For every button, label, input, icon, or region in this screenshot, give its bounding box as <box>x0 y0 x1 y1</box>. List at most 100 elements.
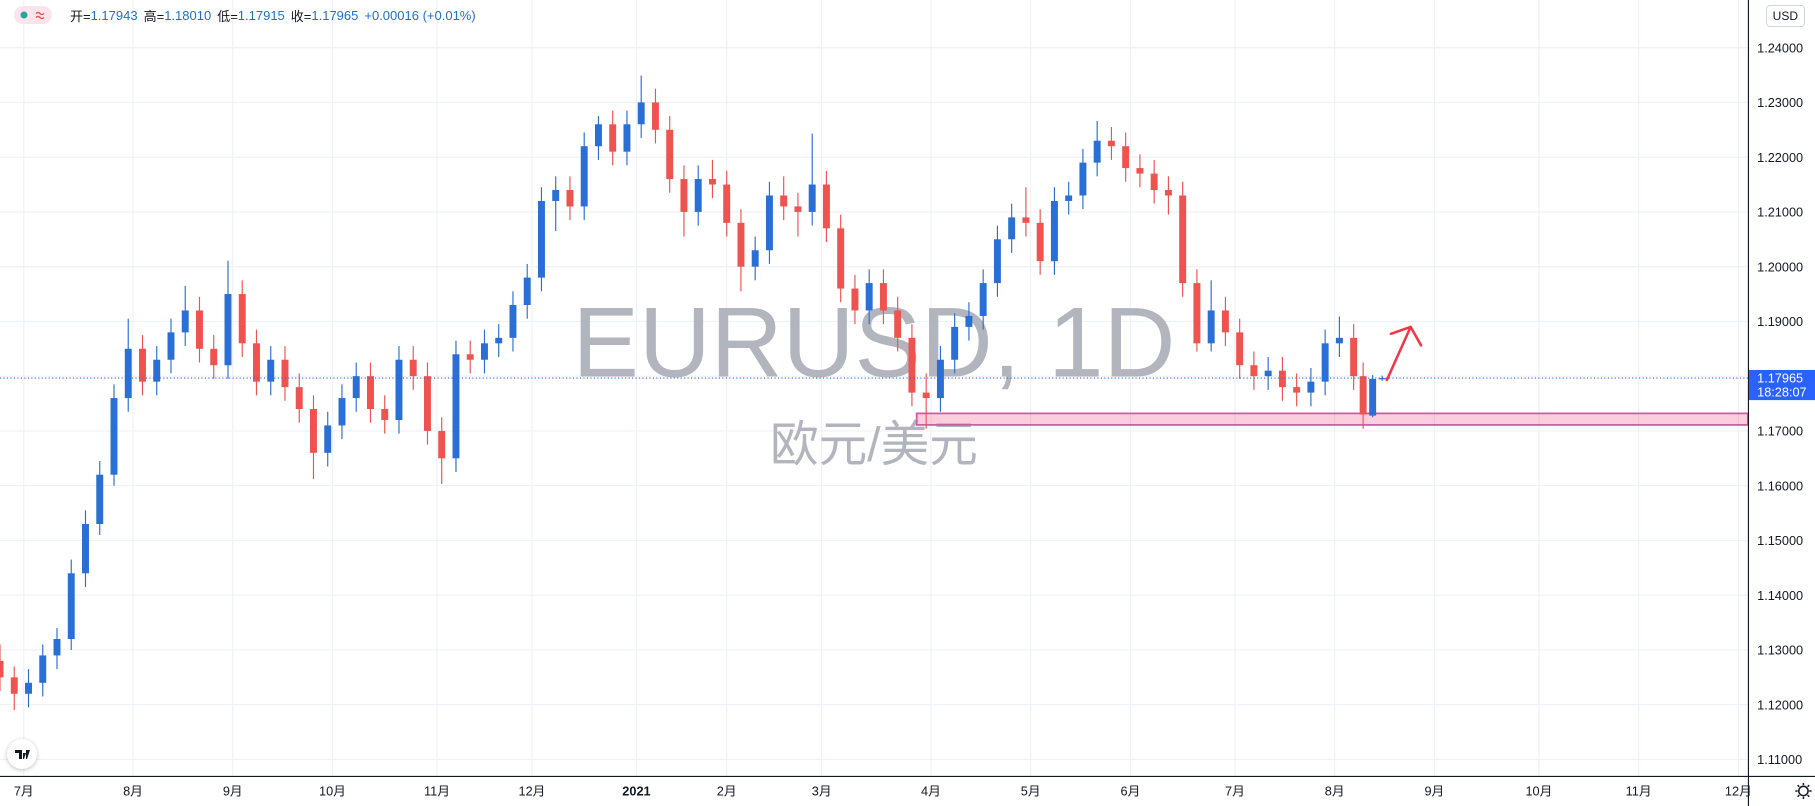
candle-body <box>1150 173 1158 191</box>
status-wave <box>35 11 45 20</box>
x-tick-label: 11月 <box>424 784 450 799</box>
gear[interactable] <box>1798 785 1809 797</box>
candle-body <box>865 283 873 311</box>
x-tick-label: 4月 <box>921 784 941 799</box>
y-tick-label: 1.20000 <box>1757 259 1803 274</box>
currency-button[interactable]: USD <box>1765 5 1805 27</box>
candle-body <box>1050 200 1058 262</box>
watermark-title: EURUSD, 1D <box>573 287 1176 398</box>
candle-body <box>1307 381 1315 393</box>
candle-body <box>1079 162 1087 196</box>
candle-body <box>196 310 203 349</box>
last-price-label: 1.17965 <box>1757 371 1803 386</box>
x-tick-label: 2021 <box>622 784 650 799</box>
y-tick-label: 1.16000 <box>1757 478 1803 493</box>
settings-icon[interactable] <box>1795 782 1812 800</box>
candle-body <box>1008 217 1016 240</box>
candle-body <box>1221 310 1229 333</box>
x-tick-label: 9月 <box>1424 784 1444 799</box>
x-tick-label: 3月 <box>812 784 832 799</box>
candle-body <box>566 190 574 207</box>
x-tick-label: 2月 <box>717 784 737 799</box>
candle-body <box>110 398 118 475</box>
y-tick-label: 1.17000 <box>1757 424 1803 439</box>
y-tick-label: 1.14000 <box>1757 588 1803 603</box>
candle-body <box>908 337 916 393</box>
candle-body <box>708 179 716 185</box>
x-tick-label: 11月 <box>1626 784 1652 799</box>
candle-body <box>765 195 773 251</box>
candle-body <box>1369 378 1377 416</box>
candle-body <box>1065 195 1073 201</box>
candle-body <box>794 206 802 212</box>
candle-body <box>1036 222 1044 262</box>
candle-body <box>310 409 317 453</box>
candle-body <box>0 660 4 678</box>
axes: 1.11000 1.12000 1.13000 1.14000 1.15000 1.160… <box>14 40 1815 799</box>
candle-body <box>366 376 374 410</box>
candle-body <box>267 359 275 382</box>
candle-body <box>951 326 959 360</box>
candle-body <box>922 392 930 399</box>
x-tick-label: 7月 <box>14 784 34 799</box>
arrow <box>1385 325 1423 382</box>
legend-label: 收= <box>290 8 312 24</box>
candle-body <box>680 179 688 212</box>
logo-mark[interactable] <box>15 750 30 759</box>
candle-body <box>438 430 446 459</box>
candle-body <box>965 315 973 327</box>
legend-label: 开= <box>70 8 91 24</box>
x-tick-label: 12月 <box>1725 784 1752 799</box>
x-tick-label: 6月 <box>1121 784 1141 799</box>
legend-value: 1.17943 <box>90 7 138 23</box>
candle-body <box>238 294 246 344</box>
y-tick-label: 1.13000 <box>1757 643 1803 658</box>
status-dot <box>20 11 28 19</box>
candle-body <box>1122 146 1130 169</box>
x-tick-label: 12月 <box>519 784 546 799</box>
candle-body <box>167 332 175 360</box>
candle-body <box>1093 140 1101 163</box>
candle-body <box>39 655 47 683</box>
candle-body <box>537 200 545 278</box>
gear-teeth[interactable] <box>1795 782 1812 800</box>
legend-value: 1.17965 <box>311 7 359 23</box>
candle-body <box>552 190 560 201</box>
candle-body <box>637 102 645 125</box>
y-tick-label: 1.24000 <box>1757 40 1803 55</box>
x-tick-label: 9月 <box>223 784 243 799</box>
candle-body <box>851 288 859 311</box>
candle-body <box>694 179 702 212</box>
candle-body <box>466 354 474 360</box>
candle-body <box>1107 140 1115 147</box>
candle-body <box>1193 283 1201 344</box>
x-tick-label: 7月 <box>1225 784 1245 799</box>
candle-body <box>96 474 104 525</box>
candle-body <box>1335 337 1343 344</box>
legend-change: +0.00016 (+0.01%) <box>364 7 476 23</box>
candle-body <box>609 124 617 152</box>
x-tick-label: 10月 <box>1525 784 1552 799</box>
candle-body <box>480 343 488 360</box>
candle-body <box>1022 217 1030 223</box>
legend-value: 1.18010 <box>164 7 212 23</box>
status-badge <box>14 6 52 24</box>
candle-body <box>837 228 845 289</box>
candle-body <box>423 376 431 431</box>
candle-body <box>338 398 346 426</box>
candle-body <box>224 294 232 366</box>
plot <box>0 75 1749 711</box>
candle-body <box>993 239 1001 284</box>
candle-body <box>1359 376 1367 415</box>
y-tick-label: 1.12000 <box>1757 697 1803 712</box>
logo[interactable] <box>7 739 37 769</box>
candle-body <box>67 573 75 640</box>
legend-value: 1.17915 <box>237 7 285 23</box>
candle-body <box>1264 370 1272 377</box>
y-tick-label: 1.15000 <box>1757 533 1803 548</box>
legend-label: 低= <box>217 8 238 24</box>
candle-body <box>381 409 389 420</box>
candle-body <box>1278 370 1286 388</box>
